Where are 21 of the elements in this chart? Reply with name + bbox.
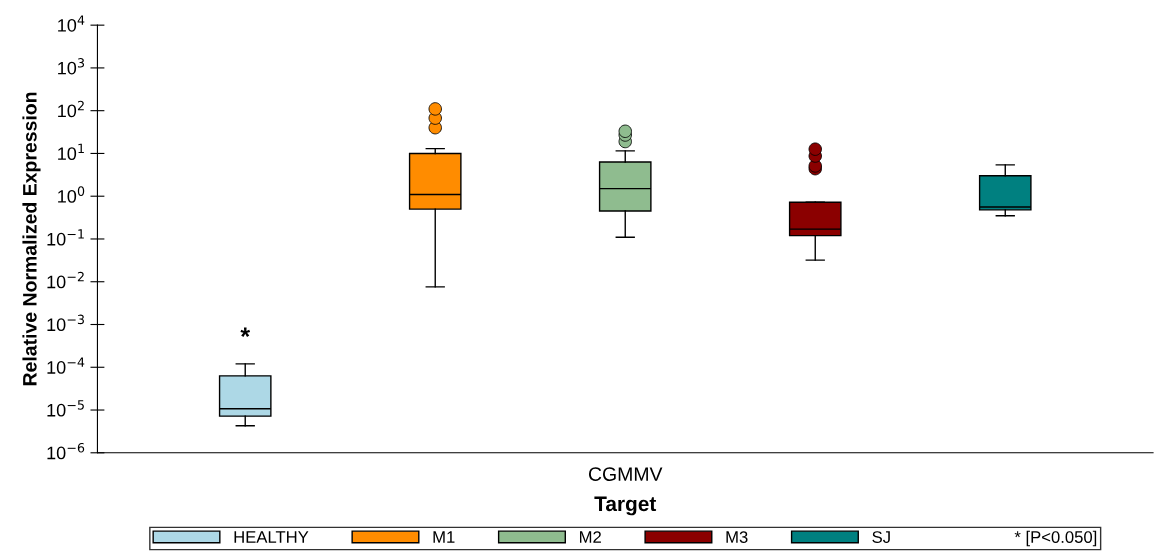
x-axis-title: Target xyxy=(594,496,657,516)
y-axis-title: Relative Normalized Expression xyxy=(22,92,41,386)
legend-label: SJ xyxy=(872,531,890,543)
y-tick-label: 10$^{−1}$ xyxy=(47,229,84,246)
text: * [P<0.050] xyxy=(1014,530,1097,547)
y-tick-label: 10$^{2}$ xyxy=(58,100,84,118)
y-tick-label: 10$^{1}$ xyxy=(58,143,84,161)
legend-label: M3 xyxy=(726,531,748,543)
y-tick-label: 10$^{−4}$ xyxy=(47,357,85,374)
y-tick-label: 10$^{−5}$ xyxy=(47,400,84,417)
y-tick-label: 10$^{4}$ xyxy=(58,15,85,32)
y-tick-label: 10$^{3}$ xyxy=(58,58,85,75)
x-tick-label: CGMMV xyxy=(588,467,663,481)
y-tick-label: 10$^{0}$ xyxy=(58,186,85,203)
legend-label: HEALTHY xyxy=(234,531,309,543)
legend-label: M2 xyxy=(580,531,601,543)
legend-label: M1 xyxy=(433,531,455,543)
y-tick-label: 10$^{−3}$ xyxy=(47,314,84,332)
annotation: * xyxy=(240,327,251,337)
y-tick-label: 10$^{−2}$ xyxy=(47,271,84,289)
y-tick-label: 10$^{−6}$ xyxy=(47,442,85,460)
